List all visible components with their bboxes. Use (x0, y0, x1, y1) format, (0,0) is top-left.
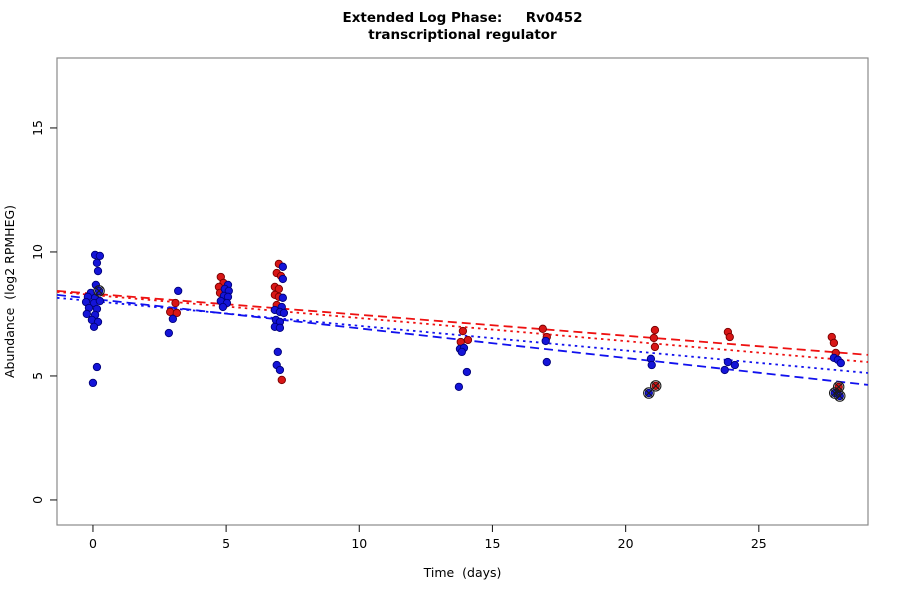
x-tick-label: 25 (751, 536, 767, 551)
chart-title: Extended Log Phase: Rv0452 transcription… (57, 10, 868, 44)
x-tick-label: 10 (351, 536, 367, 551)
data-point-blue-condition (273, 347, 282, 357)
data-point-red-condition (829, 338, 839, 348)
data-point-blue-condition (457, 347, 466, 357)
trend-line-red-dotted (56, 290, 869, 363)
outlier-x-icon (835, 391, 844, 401)
data-point-blue-condition (454, 382, 464, 392)
outlier-x-icon (651, 381, 660, 391)
y-tick-label: 10 (30, 244, 45, 260)
y-tick-label: 15 (30, 120, 45, 136)
outlier-circle-icon (93, 285, 105, 297)
y-axis-label: Abundance (log2 RPMHEG) (2, 205, 17, 378)
data-point-blue-condition (164, 328, 174, 338)
data-point-blue-condition (647, 360, 656, 370)
data-point-red-condition (277, 375, 286, 385)
data-point-blue-condition (278, 274, 288, 284)
data-point-blue-condition (720, 365, 729, 375)
data-point-blue-condition (88, 378, 98, 388)
x-axis-label: Time (days) (423, 565, 502, 580)
data-point-blue-condition (542, 357, 551, 367)
data-point-blue-condition (174, 286, 183, 296)
data-point-blue-condition (92, 362, 102, 372)
x-tick-label: 5 (222, 536, 230, 551)
y-tick-label: 5 (30, 372, 45, 380)
outlier-x-icon (834, 382, 843, 391)
data-point-red-condition (458, 326, 468, 336)
data-point-red-condition (650, 325, 660, 335)
data-point-red-condition (274, 284, 284, 294)
x-tick-label: 15 (485, 536, 501, 551)
data-point-red-condition (172, 308, 182, 318)
x-tick-label: 0 (89, 536, 97, 551)
data-point-blue-condition (836, 358, 845, 368)
data-point-blue-condition (723, 357, 733, 367)
data-point-blue-condition (730, 360, 739, 370)
data-point-red-condition (538, 324, 547, 333)
data-point-blue-condition (93, 266, 103, 276)
data-point-blue-condition (95, 251, 105, 261)
data-point-blue-condition (541, 336, 550, 346)
data-point-red-condition (650, 342, 660, 352)
data-point-blue-condition (462, 367, 472, 377)
trend-line-blue-dotted (56, 296, 869, 374)
data-point-red-condition (166, 307, 175, 317)
data-point-blue-condition (278, 293, 288, 302)
data-point-blue-condition (95, 296, 105, 306)
outlier-x-icon (94, 286, 104, 296)
x-tick-label: 20 (618, 536, 634, 551)
data-point-red-condition (463, 335, 473, 345)
data-point-red-condition (171, 298, 180, 308)
data-point-blue-condition (168, 314, 178, 324)
outlier-circle-icon (834, 390, 846, 402)
outlier-x-icon (644, 388, 653, 398)
trend-line-red-dashed (56, 289, 869, 356)
outlier-x-icon (830, 388, 839, 398)
data-point-blue-condition (275, 323, 285, 332)
chart-title-line2: transcriptional regulator (368, 27, 557, 43)
data-point-blue-condition (82, 309, 91, 319)
data-point-blue-condition (279, 308, 289, 318)
chart-title-line1: Extended Log Phase: Rv0452 (342, 10, 583, 26)
data-point-red-condition (649, 333, 659, 343)
data-point-blue-condition (275, 365, 285, 375)
y-tick-label: 0 (30, 496, 45, 504)
data-point-blue-condition (92, 258, 102, 268)
data-point-blue-condition (218, 302, 228, 312)
data-point-blue-condition (89, 322, 99, 331)
outlier-circle-icon (643, 387, 655, 399)
outlier-circle-icon (649, 380, 662, 392)
data-point-blue-condition (278, 262, 288, 271)
outlier-circle-icon (832, 381, 845, 393)
data-point-red-condition (725, 332, 734, 342)
